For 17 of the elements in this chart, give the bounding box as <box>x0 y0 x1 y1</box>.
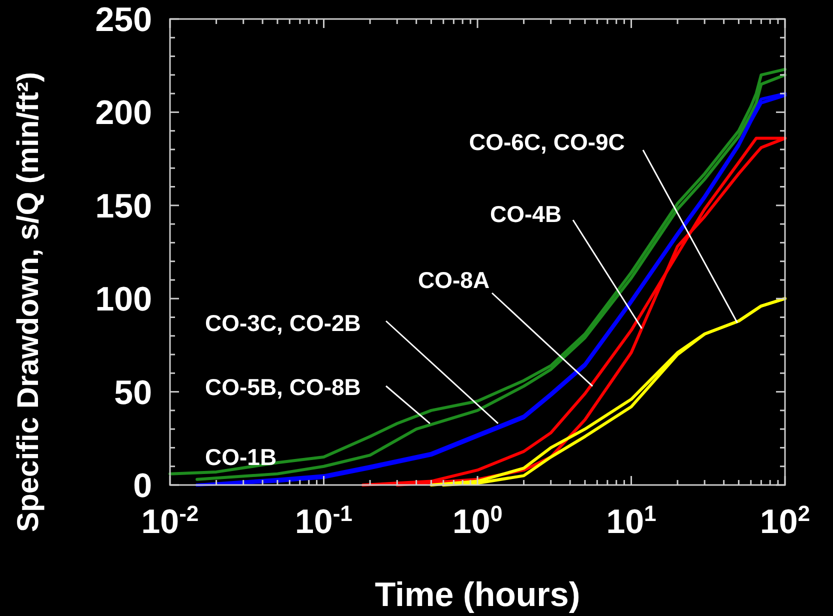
annotation: CO-5B, CO-8B <box>205 374 361 400</box>
annotation: CO-6C, CO-9C <box>469 129 625 155</box>
x-tick-label: 10$^{2}$ <box>760 500 810 541</box>
y-tick-label: 200 <box>95 94 152 132</box>
annotation: CO-4B <box>490 201 562 227</box>
y-axis-title: Specific Drawdown, s/Q (min/ft²) <box>12 72 45 532</box>
x-tick-label: 10$^{1}$ <box>606 500 656 541</box>
annotation: CO-1B <box>205 444 277 470</box>
x-axis-title: Time (hours) <box>374 576 580 614</box>
x-tick-label: 10$^{-1}$ <box>295 500 352 541</box>
y-tick-label: 100 <box>95 280 152 319</box>
annotation: CO-8A <box>418 267 490 293</box>
annotation: CO-3C, CO-2B <box>205 310 361 336</box>
y-tick-label: 150 <box>95 187 152 226</box>
x-tick-label: 10$^{0}$ <box>452 500 503 541</box>
y-tick-label: 250 <box>95 1 152 39</box>
y-tick-label: 50 <box>114 374 152 412</box>
